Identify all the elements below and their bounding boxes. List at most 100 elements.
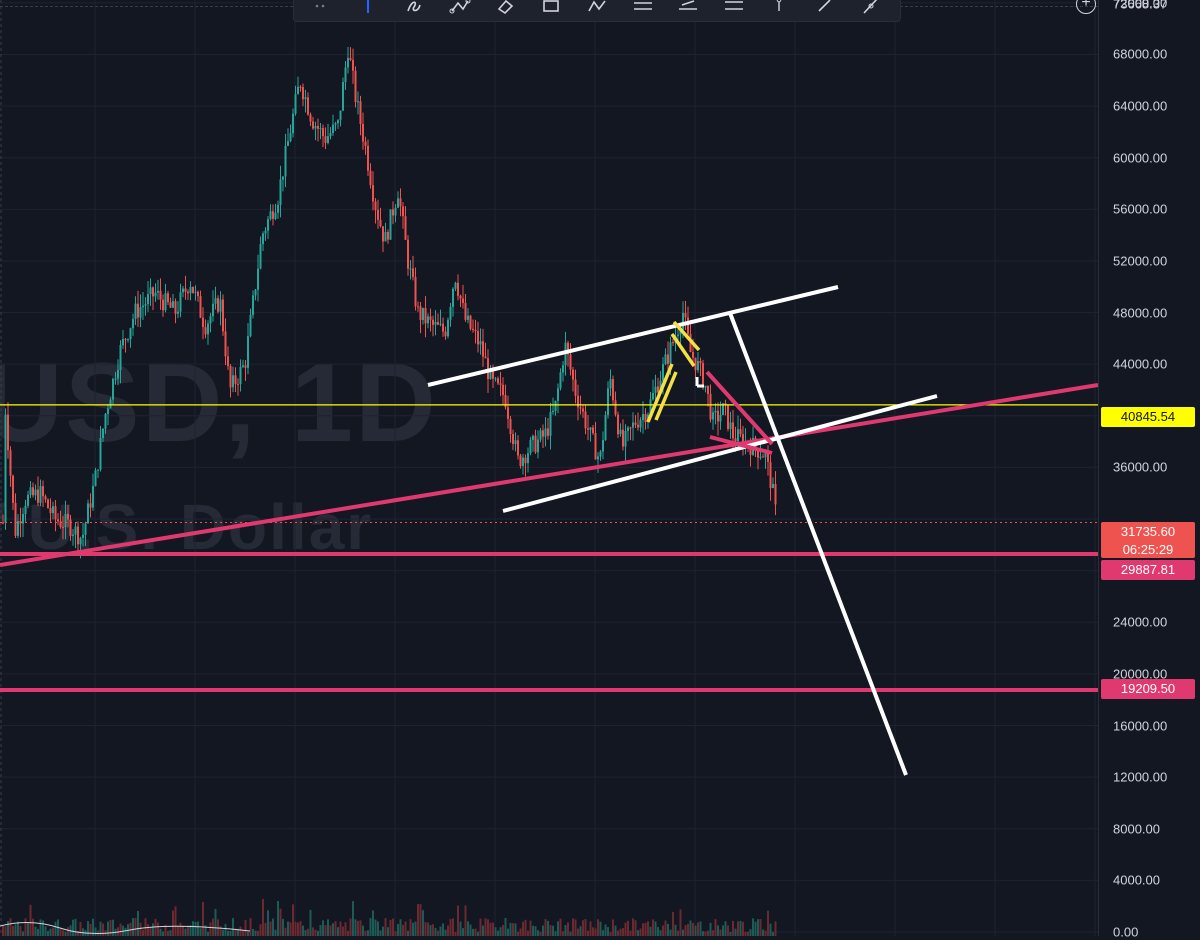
- candlestick: [227, 346, 229, 370]
- volume-bar: [329, 925, 332, 936]
- candlestick: [592, 425, 594, 435]
- volume-bar: [564, 925, 567, 936]
- candlestick: [542, 424, 544, 449]
- volume-bar: [394, 931, 397, 936]
- parallel-channel-icon[interactable]: [717, 0, 751, 17]
- volume-bar: [547, 920, 549, 936]
- volume-bar: [204, 925, 207, 936]
- volume-bar: [27, 922, 29, 936]
- cursor-icon[interactable]: [352, 0, 386, 17]
- volume-bar: [232, 918, 234, 936]
- candlestick: [577, 384, 579, 421]
- candlestick: [52, 501, 54, 520]
- volume-bar: [589, 921, 592, 936]
- candlestick: [629, 426, 632, 441]
- candlestick: [534, 429, 537, 454]
- volume-bar: [587, 930, 589, 936]
- candlestick: [37, 476, 39, 507]
- volume-bar: [692, 923, 694, 936]
- candlestick: [587, 414, 589, 441]
- candlestick: [102, 428, 104, 442]
- price-tick-label: 36000.00: [1113, 459, 1168, 475]
- extended-line-icon[interactable]: [854, 0, 888, 17]
- volume-bar: [72, 919, 74, 936]
- candlestick: [279, 165, 282, 218]
- volume-bar: [229, 930, 232, 936]
- volume-bar: [502, 924, 504, 936]
- horizontal-lines-icon[interactable]: [626, 0, 660, 17]
- path-icon[interactable]: [443, 0, 477, 17]
- volume-bar: [342, 926, 344, 936]
- volume-bar: [729, 931, 732, 936]
- volume-bar: [317, 930, 319, 936]
- eraser-icon[interactable]: [489, 0, 523, 17]
- volume-bar: [702, 931, 704, 936]
- volume-bar: [772, 931, 774, 936]
- volume-bar: [427, 922, 429, 936]
- volume-bar: [19, 925, 22, 936]
- rectangle-icon[interactable]: [534, 0, 568, 17]
- volume-bar: [194, 921, 197, 936]
- candlestick: [719, 401, 722, 430]
- price-tick-label: 20000.00: [1113, 666, 1168, 682]
- candlestick: [167, 290, 169, 305]
- volume-bar: [684, 924, 687, 936]
- volume-bar: [47, 930, 49, 936]
- volume-bar: [167, 930, 169, 936]
- volume-bar: [537, 930, 539, 936]
- candlestick: [9, 446, 12, 487]
- candlestick: [172, 293, 174, 309]
- candlestick: [604, 411, 607, 441]
- volume-bar: [344, 922, 347, 936]
- polyline-icon[interactable]: [580, 0, 614, 17]
- volume-bar: [362, 925, 364, 936]
- candlestick: [64, 500, 67, 540]
- volume-bar: [77, 930, 79, 936]
- add-plus-icon[interactable]: +: [1076, 0, 1096, 14]
- brush-icon[interactable]: [397, 0, 431, 17]
- candlestick: [412, 255, 414, 281]
- volume-bar: [2, 925, 4, 936]
- volume-bar: [79, 922, 82, 936]
- volume-bar: [474, 928, 477, 936]
- volume-bar: [584, 919, 587, 936]
- volume-bar: [432, 924, 434, 936]
- candlestick: [497, 376, 499, 385]
- volume-bar: [147, 924, 149, 936]
- ray-icon[interactable]: [763, 0, 797, 17]
- volume-bar: [444, 929, 447, 936]
- candlestick: [432, 315, 434, 337]
- candlestick: [354, 66, 357, 108]
- volume-bar: [109, 920, 112, 936]
- candlestick: [174, 298, 177, 324]
- volume-bar: [264, 922, 267, 936]
- volume-bar: [407, 930, 409, 936]
- candlestick: [624, 424, 627, 461]
- candlestick: [397, 191, 399, 209]
- volume-bar: [644, 922, 647, 936]
- candlestick: [307, 92, 309, 116]
- candlestick: [762, 453, 764, 458]
- candlestick: [342, 77, 344, 111]
- candlestick: [142, 291, 144, 320]
- trend-line-icon[interactable]: [808, 0, 842, 17]
- volume-bar: [639, 928, 642, 936]
- candlestick: [127, 338, 129, 343]
- volume-bar: [219, 926, 222, 936]
- candlestick: [44, 494, 47, 503]
- candlestick: [512, 429, 514, 451]
- volume-bar: [227, 930, 229, 936]
- chart-area[interactable]: USD, 1D / U.S. Dollar: [0, 0, 1098, 936]
- dots-icon[interactable]: [306, 0, 340, 17]
- volume-bar: [254, 930, 257, 936]
- volume-bar: [522, 921, 524, 936]
- volume-bar: [477, 931, 479, 936]
- volume-bar: [389, 919, 392, 936]
- volume-bar: [242, 930, 244, 936]
- pitchfork-icon[interactable]: [671, 0, 705, 17]
- volume-bar: [697, 922, 699, 936]
- candlestick: [24, 499, 27, 522]
- price-chart-canvas[interactable]: [0, 0, 1098, 936]
- price-axis[interactable]: 73668.37 72000.00 68000.00 64000.00 60000.0…: [1098, 0, 1200, 940]
- candlestick: [162, 294, 164, 317]
